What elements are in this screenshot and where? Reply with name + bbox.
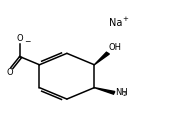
Polygon shape xyxy=(94,52,109,65)
Text: +: + xyxy=(122,16,128,22)
Text: OH: OH xyxy=(109,43,122,52)
Text: 2: 2 xyxy=(122,92,126,97)
Text: Na: Na xyxy=(109,18,122,28)
Text: O: O xyxy=(7,68,13,77)
Text: NH: NH xyxy=(115,88,128,97)
Polygon shape xyxy=(94,88,115,94)
Text: −: − xyxy=(24,37,30,46)
Text: O: O xyxy=(16,34,23,43)
